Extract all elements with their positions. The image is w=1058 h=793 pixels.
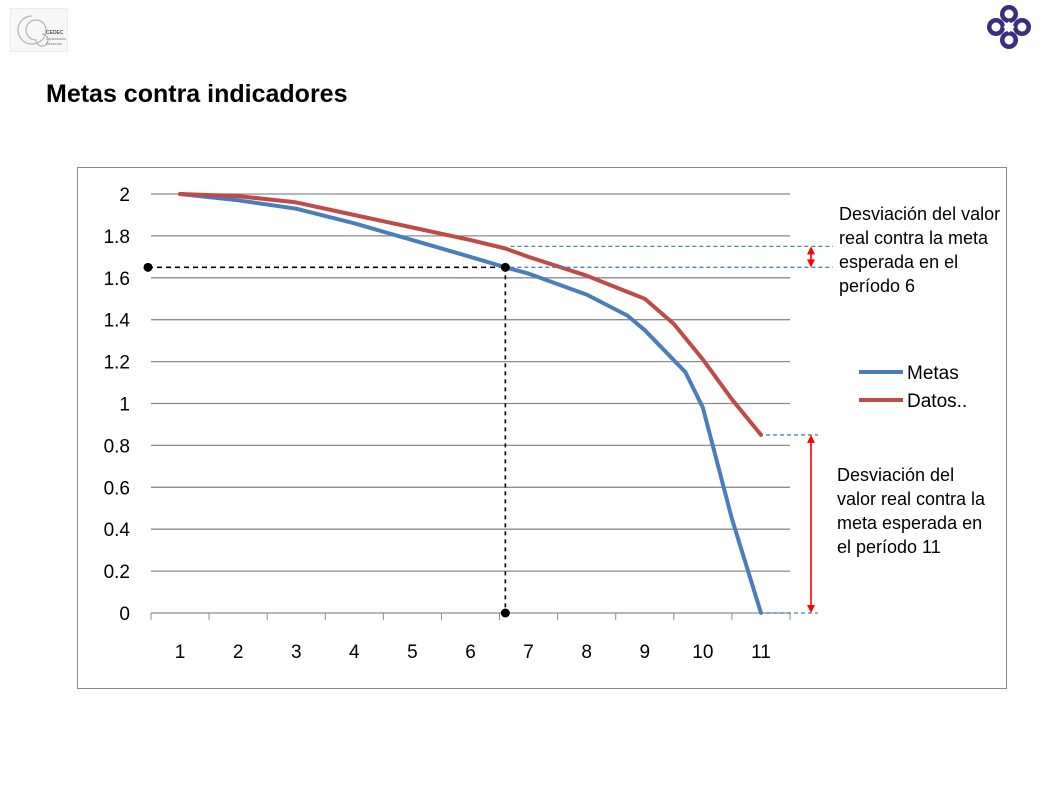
deviation-arrow-period-11-head [807, 605, 815, 613]
legend-label: Metas [907, 363, 959, 384]
logo-text: CEDEC [46, 30, 64, 36]
guide-dot [500, 262, 510, 272]
company-logo-left: CEDEC Capacitación Desarrollo [10, 8, 68, 52]
guide-dot [500, 608, 510, 618]
deviation-arrow-period-6-head [807, 246, 815, 255]
guide-dot [143, 262, 153, 272]
series-line-metas [178, 192, 763, 615]
line-chart: 2 1.8 1.6 1.4 1.2 1 0.8 0.6 0.4 0.2 0 1 2 3 4 5 6 7 8 9 10 11… [104, 185, 1001, 663]
x-tick-label: 5 [407, 642, 418, 663]
deviation-arrow-period-6-head [807, 259, 815, 268]
deviation-arrow-period-11-head [807, 434, 815, 443]
logo-text: Capacitación [46, 37, 66, 41]
y-tick-label: 0.2 [104, 562, 130, 583]
annotation-period-11: valor real contra la [837, 489, 986, 509]
logo-text: Desarrollo [46, 42, 62, 46]
x-tick-label: 11 [751, 642, 771, 663]
y-tick-label: 0 [119, 604, 130, 625]
annotation-period-6: esperada en el [839, 252, 958, 272]
y-tick-label: 0.8 [104, 436, 130, 457]
x-tick-label: 6 [465, 642, 476, 663]
x-tick-label: 2 [233, 642, 244, 663]
x-tick-label: 10 [692, 642, 713, 663]
x-tick-label: 7 [523, 642, 534, 663]
series-line-datos [178, 192, 763, 437]
annotation-period-11: el período 11 [837, 537, 941, 557]
y-tick-label: 1.8 [104, 227, 130, 248]
legend-label: Datos.. [907, 391, 967, 412]
annotation-period-6: período 6 [839, 276, 915, 296]
quatrefoil-logo-icon [987, 5, 1031, 49]
y-tick-label: 1 [119, 395, 130, 416]
page-title: Metas contra indicadores [46, 80, 348, 108]
x-tick-label: 9 [639, 642, 650, 663]
annotation-period-11: meta esperada en [837, 513, 982, 533]
chart-frame: 2 1.8 1.6 1.4 1.2 1 0.8 0.6 0.4 0.2 0 1 2 3 4 5 6 7 8 9 10 11… [77, 167, 1007, 689]
annotation-period-6: Desviación del valor [839, 204, 1000, 224]
annotation-period-6: real contra la meta [839, 228, 989, 248]
x-tick-label: 8 [581, 642, 592, 663]
y-tick-label: 0.4 [104, 520, 131, 541]
y-tick-label: 2 [119, 185, 130, 206]
y-tick-label: 0.6 [104, 478, 130, 499]
x-tick-label: 3 [291, 642, 302, 663]
annotation-period-11: Desviación del [837, 465, 954, 485]
y-tick-label: 1.4 [104, 311, 131, 332]
y-tick-label: 1.2 [104, 353, 130, 374]
x-tick-label: 4 [349, 642, 360, 663]
x-tick-label: 1 [175, 642, 186, 663]
y-tick-label: 1.6 [104, 269, 130, 290]
